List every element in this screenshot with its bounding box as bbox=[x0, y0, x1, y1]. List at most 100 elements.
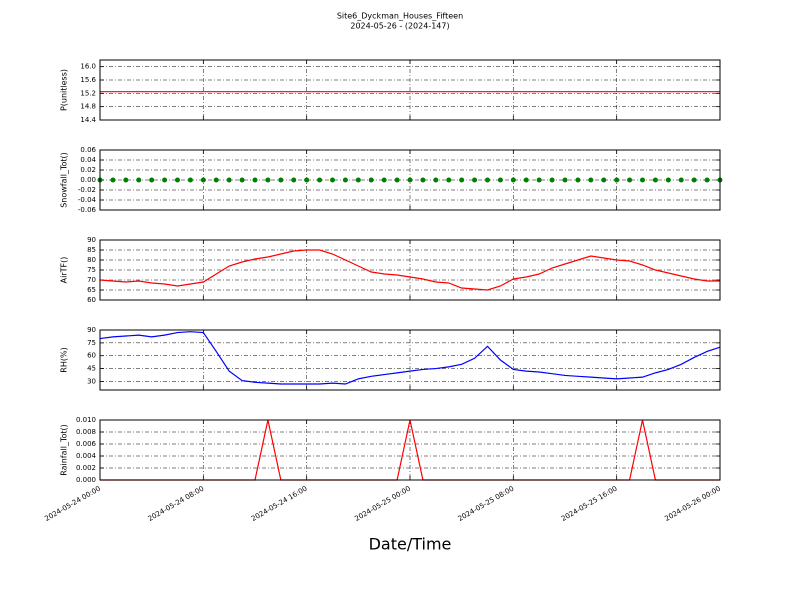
y-tick-label: 45 bbox=[87, 365, 96, 373]
data-point bbox=[510, 177, 516, 183]
chart-title: Site6_Dyckman_Houses_Fifteen bbox=[337, 12, 463, 21]
y-tick-label: 0.010 bbox=[76, 416, 96, 424]
data-point bbox=[652, 177, 658, 183]
data-point bbox=[472, 177, 478, 183]
panel-frame bbox=[99, 149, 721, 211]
x-axis-label: Date/Time bbox=[369, 535, 452, 554]
y-tick-label: 70 bbox=[87, 276, 96, 284]
data-point bbox=[614, 177, 620, 183]
data-point bbox=[162, 177, 168, 183]
y-axis-label: AirTF() bbox=[60, 257, 69, 284]
data-point bbox=[213, 177, 219, 183]
data-point bbox=[110, 177, 116, 183]
y-tick-label: 15.6 bbox=[80, 76, 96, 84]
data-point bbox=[175, 177, 180, 183]
data-line bbox=[99, 249, 720, 291]
y-tick-label: 0.06 bbox=[80, 146, 96, 154]
data-point bbox=[200, 177, 206, 183]
data-point bbox=[123, 177, 129, 183]
y-tick-label: 85 bbox=[87, 246, 96, 254]
x-tick-label: 2024-05-24 00:00 bbox=[43, 485, 102, 523]
y-tick-label: 0.00 bbox=[80, 176, 96, 184]
data-point bbox=[588, 177, 594, 183]
data-point bbox=[342, 177, 348, 183]
y-axis-label: Snowfall_Tot() bbox=[60, 152, 69, 208]
data-point bbox=[549, 177, 555, 183]
x-tick-label: 2024-05-25 00:00 bbox=[353, 485, 412, 523]
panel-frame bbox=[99, 419, 721, 481]
panel-frame bbox=[99, 59, 721, 121]
x-tick-label: 2024-05-25 16:00 bbox=[560, 485, 619, 523]
data-point bbox=[678, 177, 684, 183]
data-point bbox=[665, 177, 671, 183]
y-tick-label: 14.8 bbox=[80, 103, 96, 111]
data-point bbox=[304, 177, 310, 183]
data-point bbox=[252, 177, 258, 183]
y-tick-label: -0.04 bbox=[78, 196, 97, 204]
data-point bbox=[536, 177, 542, 183]
y-tick-label: 0.004 bbox=[76, 452, 97, 460]
y-tick-label: 0.008 bbox=[76, 428, 96, 436]
data-point bbox=[704, 177, 710, 183]
panel-frame bbox=[99, 329, 721, 391]
y-tick-label: 0.002 bbox=[76, 464, 96, 472]
y-tick-label: 60 bbox=[87, 296, 96, 304]
data-point bbox=[136, 177, 142, 183]
data-point bbox=[627, 177, 633, 183]
data-point bbox=[433, 177, 439, 183]
data-point bbox=[330, 177, 335, 183]
data-point bbox=[420, 177, 426, 183]
y-tick-label: 16.0 bbox=[80, 63, 96, 71]
data-point bbox=[355, 177, 361, 183]
y-tick-label: 0.006 bbox=[76, 440, 97, 448]
data-point bbox=[485, 177, 490, 183]
y-tick-label: 14.4 bbox=[80, 116, 96, 124]
data-point bbox=[691, 177, 697, 183]
y-tick-label: 0.000 bbox=[76, 476, 96, 484]
y-tick-label: 15.2 bbox=[80, 89, 96, 97]
data-point bbox=[575, 177, 581, 183]
data-point bbox=[149, 177, 155, 183]
data-point bbox=[368, 177, 374, 183]
data-point bbox=[601, 177, 607, 183]
y-tick-label: -0.06 bbox=[78, 206, 97, 214]
x-tick-label: 2024-05-25 08:00 bbox=[457, 485, 516, 523]
data-point bbox=[446, 177, 452, 183]
y-tick-label: 90 bbox=[87, 236, 96, 244]
data-point bbox=[291, 177, 297, 183]
y-tick-label: 80 bbox=[87, 256, 96, 264]
data-point bbox=[640, 177, 645, 183]
x-tick-label: 2024-05-26 00:00 bbox=[663, 485, 722, 523]
y-tick-label: 30 bbox=[87, 377, 96, 385]
x-tick-label: 2024-05-24 16:00 bbox=[250, 485, 309, 523]
y-tick-label: 75 bbox=[87, 266, 96, 274]
data-point bbox=[523, 177, 529, 183]
data-point bbox=[407, 177, 413, 183]
data-point bbox=[317, 177, 323, 183]
x-tick-label: 2024-05-24 08:00 bbox=[147, 485, 206, 523]
chart-subtitle: 2024-05-26 - (2024-147) bbox=[350, 22, 449, 31]
y-tick-label: 65 bbox=[87, 286, 96, 294]
data-point bbox=[239, 177, 245, 183]
y-tick-label: 0.02 bbox=[80, 166, 96, 174]
data-point bbox=[497, 177, 503, 183]
y-axis-label: RH(%) bbox=[60, 347, 69, 372]
data-point bbox=[226, 177, 232, 183]
data-point bbox=[187, 177, 193, 183]
y-axis-label: Rainfall_Tot() bbox=[60, 424, 69, 476]
data-point bbox=[278, 177, 284, 183]
data-point bbox=[394, 177, 400, 183]
y-axis-label: P(unitless) bbox=[60, 69, 69, 111]
data-point bbox=[562, 177, 568, 183]
data-point bbox=[381, 177, 387, 183]
y-tick-label: 0.04 bbox=[80, 156, 96, 164]
data-point bbox=[265, 177, 271, 183]
y-tick-label: 75 bbox=[87, 339, 96, 347]
data-line bbox=[99, 331, 721, 385]
panel-frame bbox=[99, 239, 721, 301]
y-tick-label: -0.02 bbox=[78, 186, 96, 194]
y-tick-label: 90 bbox=[87, 326, 96, 334]
y-tick-label: 60 bbox=[87, 352, 96, 360]
data-point bbox=[459, 177, 465, 183]
